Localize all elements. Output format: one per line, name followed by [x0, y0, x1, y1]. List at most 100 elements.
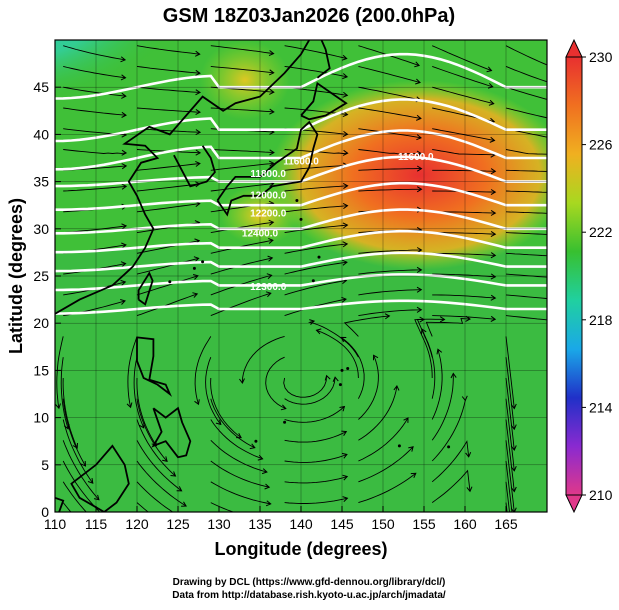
streamline-arrowhead [436, 348, 443, 355]
x-tick-label: 120 [125, 516, 149, 532]
streamline-arrowhead [176, 486, 183, 492]
y-tick-label: 35 [33, 174, 49, 190]
streamline [432, 149, 496, 156]
streamline [136, 440, 182, 492]
streamline [505, 65, 547, 83]
streamline [136, 128, 201, 133]
streamline-arrowhead [403, 417, 409, 423]
streamline-arrowhead [315, 328, 322, 335]
streamline-arrowhead [490, 209, 497, 216]
y-tick-label: 10 [33, 410, 49, 426]
streamline [505, 107, 547, 119]
streamline-arrowhead [121, 111, 127, 118]
streamline-arrowhead [195, 129, 202, 136]
streamline [505, 169, 547, 172]
streamline-arrowhead [340, 336, 347, 343]
coastline [316, 40, 331, 79]
streamline [432, 232, 496, 235]
streamline-arrowhead [490, 273, 497, 280]
streamline-arrowhead [195, 160, 201, 167]
streamline [505, 86, 547, 100]
coastline [136, 336, 173, 397]
streamline-arrowhead [487, 82, 494, 89]
streamline [60, 357, 69, 429]
streamline-arrowhead [510, 486, 517, 493]
colorbar-body [565, 56, 583, 496]
streamline [358, 309, 422, 317]
streamline [343, 315, 390, 337]
streamline-arrowhead [342, 474, 349, 481]
field-yellow-patch-north [200, 40, 290, 120]
streamline [358, 128, 422, 139]
streamline [284, 453, 348, 463]
streamline [284, 497, 348, 504]
streamline-arrowhead [106, 545, 111, 550]
contour-label: 11800.0 [250, 169, 286, 180]
island [283, 420, 287, 424]
streamline-arrowhead [93, 494, 100, 501]
streamline-arrowhead [416, 114, 422, 121]
streamline-arrowhead [339, 405, 346, 412]
streamline-arrowhead [510, 424, 517, 431]
colorbar-top-arrow [565, 38, 583, 58]
streamline [358, 417, 409, 462]
coastline [55, 496, 65, 512]
streamline-arrowhead [269, 108, 275, 115]
streamline [210, 419, 263, 460]
streamline [505, 273, 547, 278]
streamline [284, 164, 348, 171]
streamline-arrowhead [486, 66, 493, 73]
streamline [358, 472, 417, 504]
x-axis-label: Longitude (degrees) [214, 539, 387, 559]
streamline [358, 65, 421, 83]
y-axis-label: Latitude (degrees) [6, 198, 26, 354]
coastlines [55, 40, 451, 512]
streamline-arrowhead [72, 442, 78, 449]
streamline-arrowhead [121, 183, 128, 190]
streamline [210, 183, 274, 192]
streamline-arrowhead [342, 241, 349, 248]
streamline [358, 355, 379, 420]
streamline-arrowhead [195, 149, 202, 156]
streamline [505, 377, 515, 451]
streamline-arrowhead [342, 149, 349, 156]
streamline [136, 502, 149, 512]
streamline [284, 476, 348, 484]
streamline [136, 275, 199, 296]
island [254, 439, 258, 443]
streamline-arrowhead [416, 286, 423, 293]
streamline [431, 440, 470, 483]
streamline-arrowhead [450, 372, 457, 379]
streamline [505, 149, 547, 155]
streamline [358, 385, 398, 441]
streamline [358, 149, 422, 155]
streamline [136, 398, 168, 462]
streamline-arrowhead [416, 134, 422, 141]
coastline [137, 271, 154, 306]
streamline [505, 190, 547, 193]
streamline [210, 460, 270, 488]
streamline-arrowhead [342, 182, 349, 190]
field-cyan-patch [55, 40, 250, 160]
streamline-arrowhead [187, 535, 192, 540]
streamline-arrowhead [192, 292, 199, 298]
streamline [210, 481, 271, 505]
streamline-arrowhead [342, 222, 349, 229]
streamline-arrowhead [181, 501, 187, 507]
streamline-arrowhead [416, 186, 423, 193]
streamline-arrowhead [342, 91, 349, 98]
streamline-arrowhead [194, 399, 200, 406]
colorbar: 230 226 222 218 214 210 [565, 38, 613, 514]
streamline [133, 357, 145, 428]
streamline-arrowhead [121, 92, 127, 99]
colorbar-tick-label: 218 [589, 312, 613, 328]
streamline-arrowhead [342, 259, 348, 266]
streamline [358, 107, 421, 119]
streamline-arrowhead [393, 385, 400, 391]
streamline [283, 375, 328, 398]
streamline-arrowhead [120, 299, 126, 305]
streamline-arrowhead [490, 315, 497, 322]
streamline [210, 65, 274, 74]
streamline [136, 163, 200, 171]
